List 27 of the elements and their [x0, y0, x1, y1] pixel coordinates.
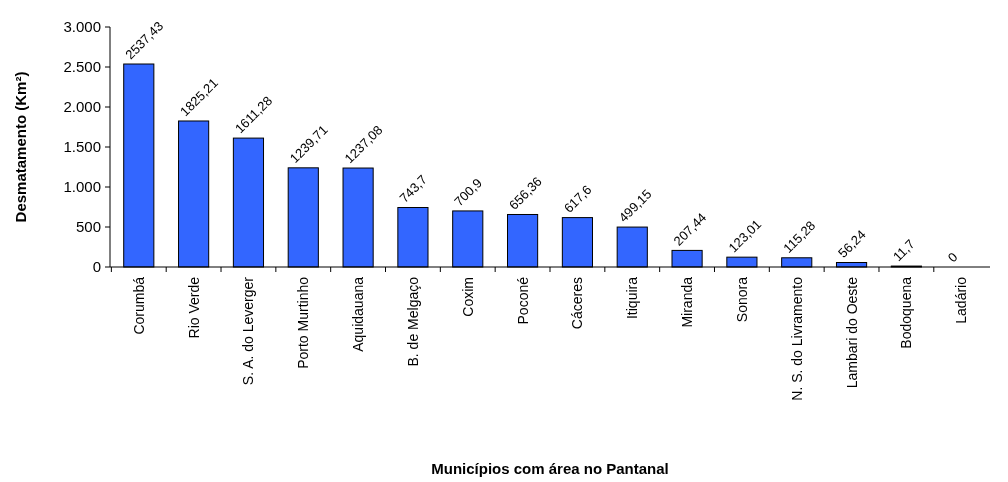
y-tick-label: 500	[75, 218, 101, 236]
x-tick-label: Porto Murtinho	[295, 276, 312, 369]
x-tick-label: Aquidauana	[350, 276, 367, 352]
x-tick-label: Itiquira	[624, 276, 641, 320]
y-tick-label: 2.000	[63, 98, 101, 116]
x-tick-label: N. S. do Livramento	[788, 276, 805, 401]
x-tick-label: Corumbá	[130, 276, 147, 335]
x-tick-label: S. A. do Leverger	[240, 276, 257, 386]
y-tick-label: 1.000	[63, 178, 101, 196]
data-label: 0	[944, 249, 961, 266]
y-tick-label: 3.000	[63, 18, 101, 36]
x-tick-label: Miranda	[679, 276, 696, 328]
x-axis-title: Municípios com área no Pantanal	[431, 460, 669, 477]
x-tick-label: Sonora	[733, 276, 750, 323]
y-tick-label: 1.500	[63, 138, 101, 156]
x-tick-label: B. de Melgaço	[404, 276, 421, 367]
x-tick-label: Poconé	[514, 276, 531, 325]
y-tick-label: 2.500	[63, 58, 101, 76]
x-tick-label: Rio Verde	[185, 276, 202, 339]
x-tick-label: Cáceres	[569, 277, 586, 330]
x-tick-label: Coxim	[459, 277, 476, 317]
y-axis-title: Desmatamento (Km²)	[12, 71, 29, 223]
x-tick-label: Lambari do Oeste	[843, 276, 860, 389]
y-tick-label: 0	[92, 258, 101, 276]
data-label: 11,7	[889, 236, 918, 265]
x-tick-label: Bodoquena	[898, 276, 915, 349]
x-tick-label: Ladário	[953, 276, 970, 324]
